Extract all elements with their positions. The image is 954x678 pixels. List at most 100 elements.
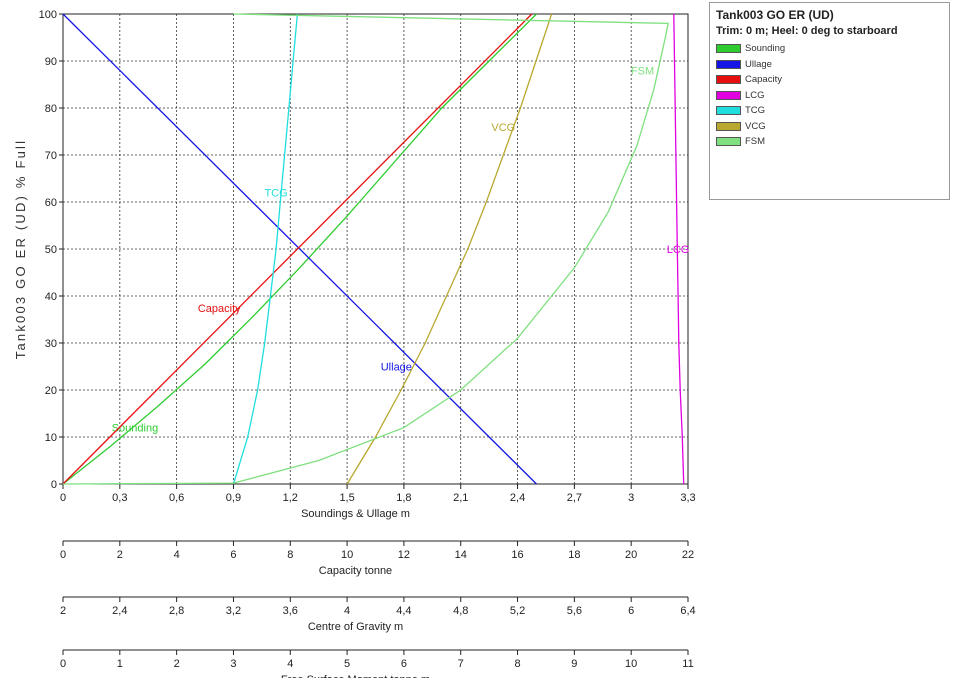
legend-label: VCG	[745, 120, 766, 132]
legend-label: FSM	[745, 136, 766, 148]
x-axis-label-cog: Centre of Gravity m	[308, 621, 403, 633]
x-tick-label-fsm: 10	[625, 658, 637, 670]
x-tick-label-fsm: 8	[514, 658, 520, 670]
y-axis-label: Tank003 GO ER (UD) % Full	[13, 139, 28, 359]
series-line-tcg	[232, 13, 299, 485]
series-label-sounding: Sounding	[112, 423, 159, 435]
legend-label: LCG	[745, 89, 765, 101]
legend-swatch	[716, 75, 741, 85]
legend-item-fsm: FSM	[716, 134, 943, 150]
legend-item-ullage: Ullage	[716, 57, 943, 73]
y-tick-label: 80	[45, 103, 57, 115]
x-tick-label-cap: 12	[398, 549, 410, 561]
x-tick-label-cog: 2,4	[112, 605, 127, 617]
x-tick-label-fsm: 4	[287, 658, 293, 670]
y-tick-label: 10	[45, 432, 57, 444]
x-tick-label-cog: 6	[628, 605, 634, 617]
y-tick-label: 90	[45, 56, 57, 68]
series-label-tcg: TCG	[264, 188, 287, 200]
x-tick-label-cap: 20	[625, 549, 637, 561]
x-tick-label-cog: 4	[344, 605, 350, 617]
series-label-lcg: LCG	[667, 244, 690, 256]
x-tick-label-cog: 2,8	[169, 605, 184, 617]
series-line-sounding	[62, 13, 537, 485]
x-tick-label-sound: 2,7	[567, 492, 582, 504]
legend-swatch	[716, 121, 741, 131]
x-tick-label-cog: 6,4	[680, 605, 695, 617]
x-tick-label-cog: 3,6	[283, 605, 298, 617]
x-tick-label-cap: 8	[287, 549, 293, 561]
legend-label: Ullage	[745, 58, 772, 70]
x-tick-label-fsm: 2	[174, 658, 180, 670]
x-tick-label-sound: 0	[60, 492, 66, 504]
x-tick-label-fsm: 6	[401, 658, 407, 670]
series-label-fsm: FSM	[631, 65, 654, 77]
x-tick-label-sound: 3,3	[680, 492, 695, 504]
x-tick-label-sound: 2,4	[510, 492, 525, 504]
legend-label: TCG	[745, 105, 766, 117]
legend-label: Capacity	[745, 74, 782, 86]
legend-item-sounding: Sounding	[716, 41, 943, 57]
x-tick-label-cap: 16	[511, 549, 523, 561]
legend-item-vcg: VCG	[716, 119, 943, 135]
x-tick-label-sound: 0,9	[226, 492, 241, 504]
legend-title: Tank003 GO ER (UD)	[716, 8, 834, 22]
series-line-vcg	[346, 13, 553, 485]
legend-subtitle: Trim: 0 m; Heel: 0 deg to starboard	[716, 25, 898, 37]
legend-swatch	[716, 106, 741, 116]
legend-items: Sounding Ullage Capacity LCG TCG VCG FSM	[716, 41, 943, 150]
x-tick-label-sound: 1,8	[396, 492, 411, 504]
x-tick-label-cap: 22	[682, 549, 694, 561]
x-axis-label-fsm: Free Surface Moment tonne.m	[281, 674, 430, 678]
series-line-capacity	[62, 13, 533, 485]
x-tick-label-sound: 0,3	[112, 492, 127, 504]
y-tick-label: 100	[39, 9, 57, 21]
x-tick-label-cog: 4,4	[396, 605, 411, 617]
x-tick-label-cap: 18	[568, 549, 580, 561]
legend-swatch	[716, 137, 741, 147]
legend-swatch	[716, 59, 741, 69]
x-tick-label-fsm: 7	[458, 658, 464, 670]
legend-item-tcg: TCG	[716, 103, 943, 119]
x-tick-label-fsm: 0	[60, 658, 66, 670]
series-label-vcg: VCG	[491, 122, 515, 134]
x-tick-label-cap: 10	[341, 549, 353, 561]
x-tick-label-cap: 2	[117, 549, 123, 561]
x-tick-label-sound: 0,6	[169, 492, 184, 504]
x-tick-label-cog: 5,2	[510, 605, 525, 617]
x-tick-label-sound: 1,5	[339, 492, 354, 504]
legend-swatch	[716, 44, 741, 54]
x-tick-label-fsm: 1	[117, 658, 123, 670]
series-line-lcg	[673, 13, 685, 485]
y-tick-label: 20	[45, 385, 57, 397]
x-tick-label-cap: 0	[60, 549, 66, 561]
x-axis-label-cap: Capacity tonne	[319, 565, 392, 577]
x-tick-label-cog: 3,2	[226, 605, 241, 617]
x-tick-label-cog: 5,6	[567, 605, 582, 617]
y-tick-label: 40	[45, 291, 57, 303]
legend-item-capacity: Capacity	[716, 72, 943, 88]
x-tick-label-cap: 14	[455, 549, 467, 561]
y-tick-label: 30	[45, 338, 57, 350]
y-tick-label: 60	[45, 197, 57, 209]
legend-item-lcg: LCG	[716, 88, 943, 104]
x-axis-label-sound: Soundings & Ullage m	[301, 508, 410, 520]
series-line-fsm	[62, 13, 669, 485]
y-tick-label: 50	[45, 244, 57, 256]
y-tick-label: 0	[51, 479, 57, 491]
legend-label: Sounding	[745, 43, 786, 55]
x-tick-label-sound: 2,1	[453, 492, 468, 504]
legend-box: Tank003 GO ER (UD) Trim: 0 m; Heel: 0 de…	[709, 2, 950, 200]
x-tick-label-cap: 4	[174, 549, 180, 561]
x-tick-label-sound: 1,2	[283, 492, 298, 504]
x-tick-label-sound: 3	[628, 492, 634, 504]
series-label-capacity: Capacity	[198, 303, 241, 315]
x-tick-label-fsm: 11	[682, 658, 693, 670]
x-tick-label-fsm: 9	[571, 658, 577, 670]
series-label-ullage: Ullage	[381, 362, 412, 374]
x-tick-label-cap: 6	[230, 549, 236, 561]
legend-swatch	[716, 90, 741, 100]
x-tick-label-cog: 4,8	[453, 605, 468, 617]
y-tick-label: 70	[45, 150, 57, 162]
